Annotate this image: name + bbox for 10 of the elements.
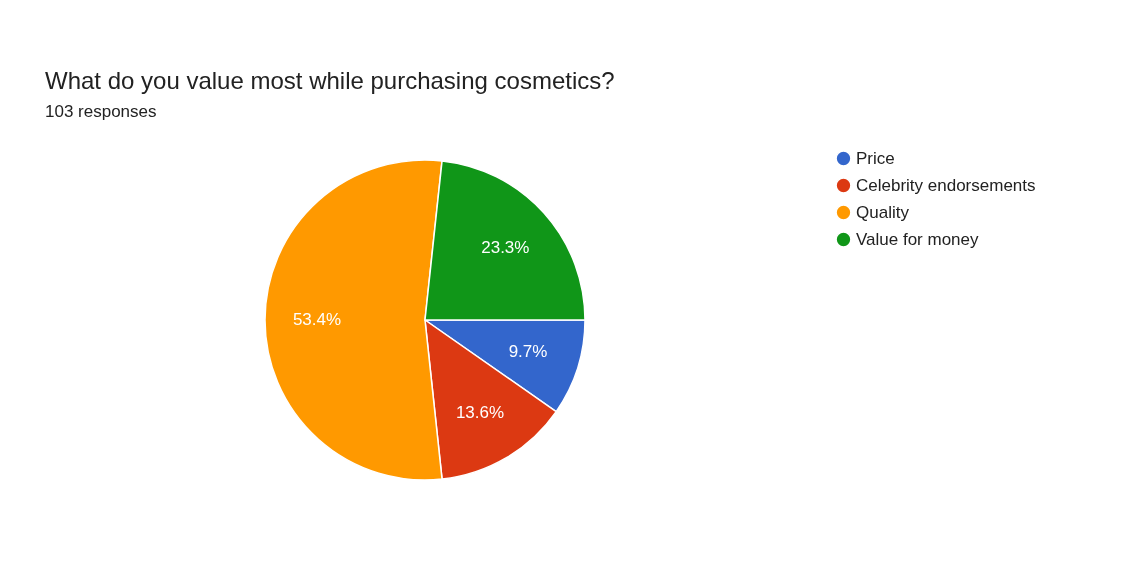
- data-label: 9.7%: [508, 342, 548, 362]
- data-label: 13.6%: [455, 402, 505, 422]
- legend-label: Quality: [856, 202, 910, 222]
- legend-label: Celebrity endorsements: [856, 175, 1036, 195]
- legend-label: Value for money: [856, 229, 980, 249]
- data-label: 23.3%: [481, 237, 530, 257]
- chart-title: What do you value most while purchasing cosmetics?: [45, 67, 615, 94]
- data-label: 53.4%: [292, 310, 342, 329]
- text: 103 responses: [45, 102, 157, 121]
- legend-label: Price: [856, 148, 895, 168]
